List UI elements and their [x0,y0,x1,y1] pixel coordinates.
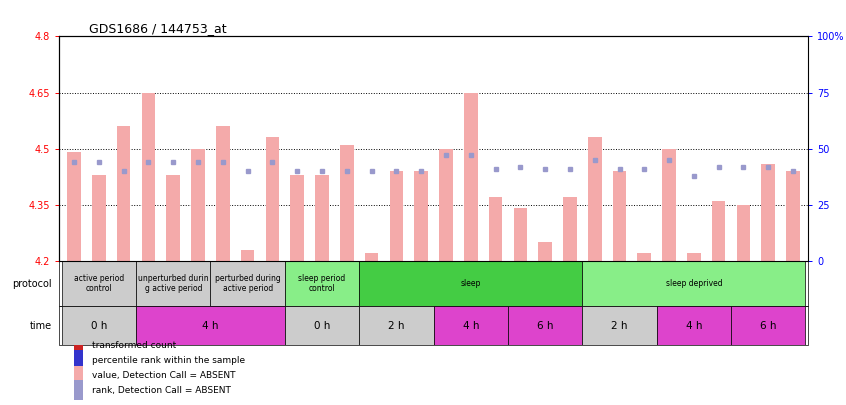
Bar [662,149,676,261]
Bar [340,145,354,261]
Text: 4 h: 4 h [685,321,702,330]
Bar [389,171,404,261]
Bar [613,171,626,261]
Bar [117,126,130,261]
Text: 4 h: 4 h [202,321,219,330]
Bar [737,205,750,261]
Bar [167,175,180,261]
Text: 4 h: 4 h [463,321,479,330]
Text: active period
control: active period control [74,274,124,293]
Bar [285,261,360,306]
Bar [241,249,255,261]
Bar [74,350,83,370]
Bar [563,197,577,261]
Text: perturbed during
active period: perturbed during active period [215,274,281,293]
Bar [508,306,582,345]
Bar [786,171,799,261]
Bar [360,306,433,345]
Bar [74,335,83,355]
Text: 6 h: 6 h [760,321,777,330]
Bar [365,253,378,261]
Bar [191,149,205,261]
Bar [582,261,805,306]
Text: value, Detection Call = ABSENT: value, Detection Call = ABSENT [92,371,236,380]
Bar [141,92,156,261]
Bar [464,92,478,261]
Text: percentile rank within the sample: percentile rank within the sample [92,356,245,365]
Text: sleep period
control: sleep period control [299,274,346,293]
Text: protocol: protocol [12,279,52,288]
Bar [290,175,304,261]
Text: 0 h: 0 h [91,321,107,330]
Bar [136,261,211,306]
Text: 0 h: 0 h [314,321,330,330]
Bar [216,126,229,261]
Text: rank, Detection Call = ABSENT: rank, Detection Call = ABSENT [92,386,231,394]
Bar [489,197,503,261]
Text: 2 h: 2 h [612,321,628,330]
Bar [731,306,805,345]
Bar [656,306,731,345]
Bar [211,261,285,306]
Bar [136,306,285,345]
Bar [74,380,83,400]
Bar [761,164,775,261]
Text: sleep: sleep [460,279,481,288]
Bar [433,306,508,345]
Text: 2 h: 2 h [388,321,404,330]
Bar [360,261,582,306]
Bar [538,242,552,261]
Text: unperturbed durin
g active period: unperturbed durin g active period [138,274,209,293]
Bar [74,366,83,385]
Bar [638,253,651,261]
Bar [92,175,106,261]
Bar [415,171,428,261]
Bar [62,306,136,345]
Bar [62,261,136,306]
Bar [439,149,453,261]
Text: 6 h: 6 h [537,321,553,330]
Bar [687,253,700,261]
Bar [588,137,602,261]
Text: transformed count: transformed count [92,341,177,350]
Text: GDS1686 / 144753_at: GDS1686 / 144753_at [89,22,227,35]
Bar [68,152,81,261]
Text: time: time [30,321,52,330]
Bar [316,175,329,261]
Bar [582,306,656,345]
Bar [285,306,360,345]
Bar [266,137,279,261]
Bar [711,201,726,261]
Bar [514,209,527,261]
Text: sleep deprived: sleep deprived [666,279,722,288]
